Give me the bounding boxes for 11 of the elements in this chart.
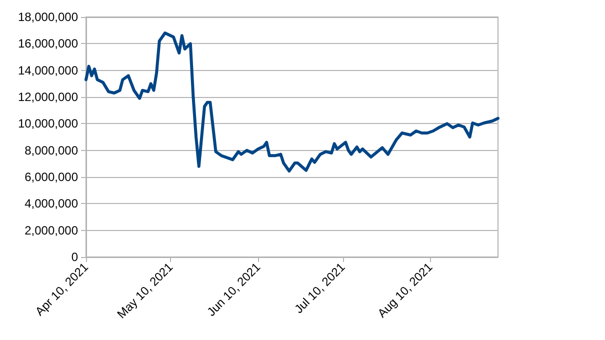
y-tick-label: 8,000,000 bbox=[24, 143, 78, 158]
y-tick-label: 4,000,000 bbox=[24, 196, 78, 211]
line-series bbox=[84, 32, 500, 172]
y-tick-label: 16,000,000 bbox=[18, 36, 78, 51]
y-tick-label: 14,000,000 bbox=[18, 63, 78, 78]
y-tick-label: 6,000,000 bbox=[24, 170, 78, 184]
y-tick-label: 2,000,000 bbox=[24, 223, 78, 238]
y-tick-label: 18,000,000 bbox=[18, 10, 78, 24]
y-tick-label: 10,000,000 bbox=[18, 116, 78, 131]
y-tick-label: 0 bbox=[71, 250, 78, 264]
y-tick-label: 12,000,000 bbox=[18, 90, 78, 104]
